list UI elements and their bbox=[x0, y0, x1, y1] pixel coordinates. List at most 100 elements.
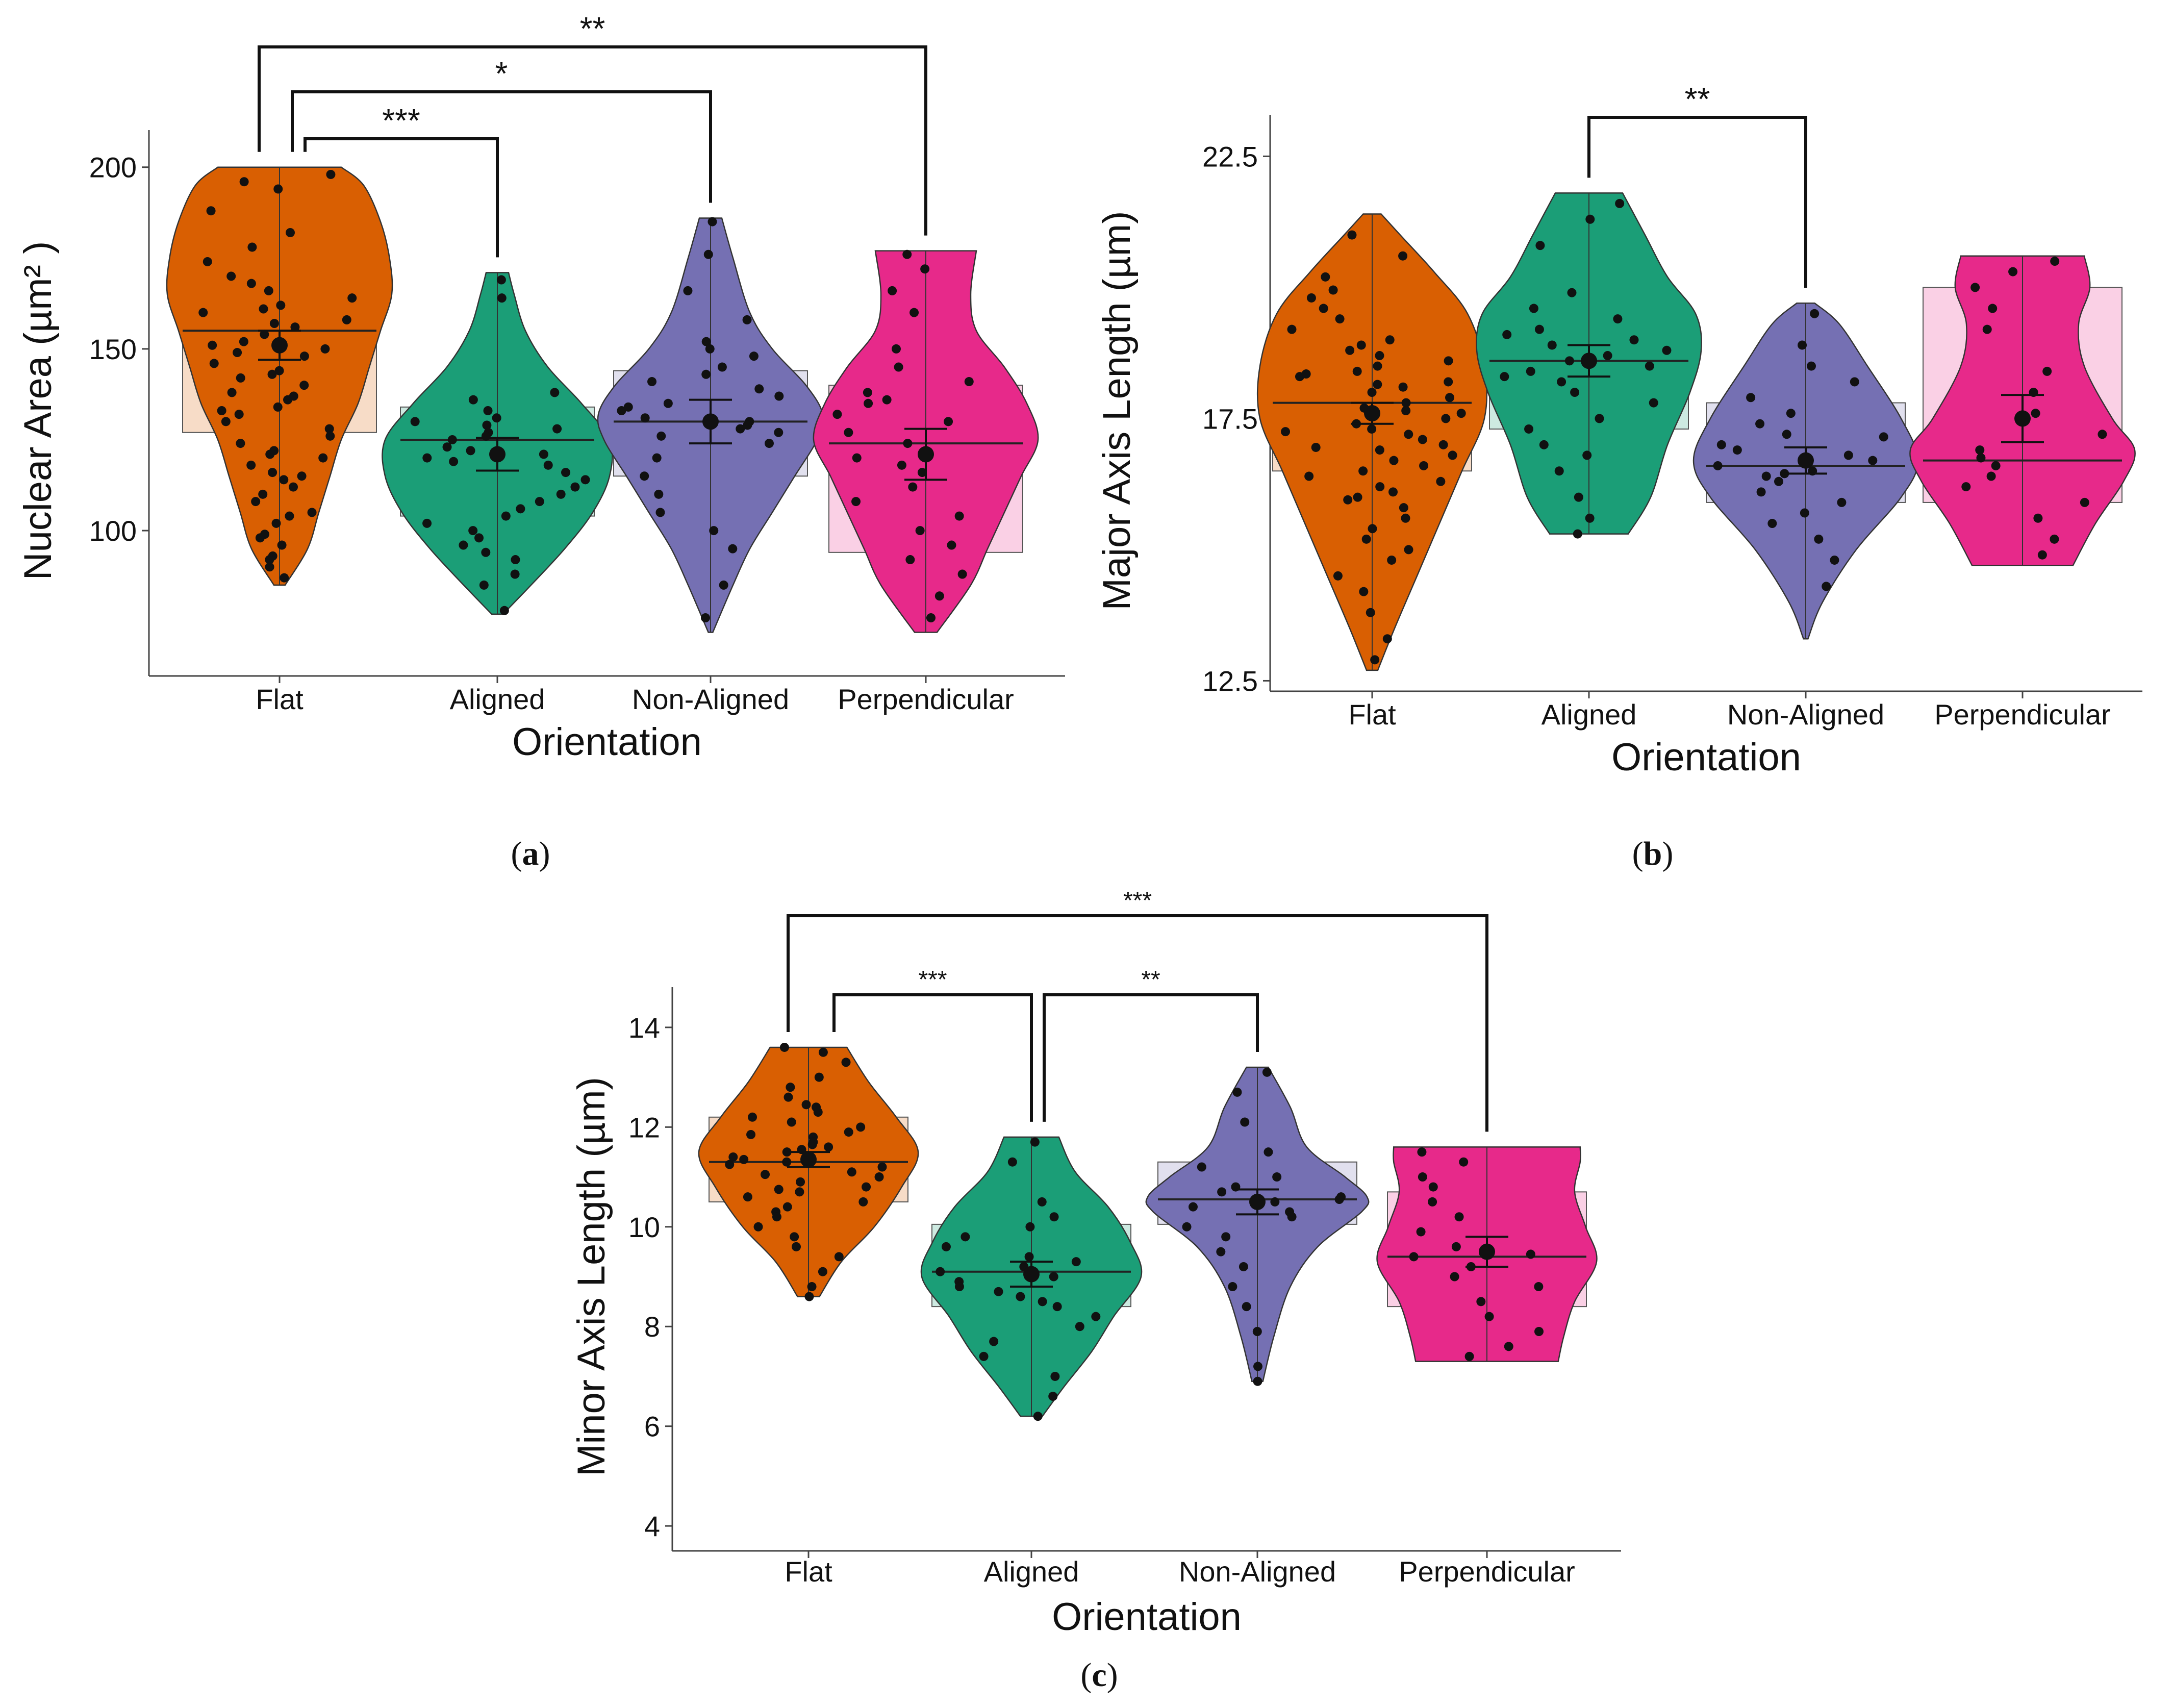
data-point bbox=[543, 460, 553, 470]
data-point bbox=[342, 315, 351, 324]
y-tick-label: 8 bbox=[644, 1311, 660, 1343]
data-point bbox=[753, 1222, 763, 1232]
data-point bbox=[208, 340, 217, 350]
mean-point bbox=[1479, 1243, 1495, 1260]
bracket-line bbox=[832, 993, 1033, 1122]
data-point bbox=[1345, 345, 1355, 355]
data-point bbox=[1287, 1212, 1297, 1222]
data-point bbox=[782, 1202, 792, 1212]
data-point bbox=[1774, 476, 1784, 486]
x-tick-label: Flat bbox=[256, 683, 304, 715]
data-point bbox=[947, 540, 956, 550]
data-point bbox=[1228, 1282, 1237, 1292]
data-point bbox=[1445, 393, 1454, 403]
data-point bbox=[818, 1267, 827, 1276]
data-point bbox=[1358, 466, 1368, 476]
data-point bbox=[265, 562, 274, 572]
data-point bbox=[807, 1140, 817, 1149]
data-point bbox=[772, 1212, 781, 1222]
data-point bbox=[1524, 424, 1534, 434]
x-axis-title: Orientation bbox=[1611, 736, 1801, 779]
data-point bbox=[782, 1147, 792, 1157]
mean-point bbox=[489, 446, 506, 463]
data-point bbox=[787, 1117, 796, 1127]
data-point bbox=[1976, 453, 1986, 463]
data-point bbox=[318, 453, 328, 463]
data-point bbox=[1662, 345, 1672, 355]
data-point bbox=[764, 439, 774, 448]
panel-label-open-paren: ( bbox=[1080, 1656, 1092, 1694]
data-point bbox=[326, 169, 336, 179]
data-point bbox=[774, 1185, 784, 1194]
data-point bbox=[449, 457, 459, 466]
data-point bbox=[552, 424, 562, 434]
data-point bbox=[813, 1108, 823, 1117]
data-point bbox=[936, 1267, 945, 1276]
data-point bbox=[1398, 382, 1408, 392]
data-point bbox=[934, 591, 944, 601]
data-point bbox=[1418, 1172, 1427, 1182]
data-point bbox=[784, 1092, 793, 1102]
data-point bbox=[926, 613, 936, 623]
data-point bbox=[274, 366, 284, 375]
data-point bbox=[1272, 1172, 1282, 1182]
data-point bbox=[1428, 1182, 1438, 1192]
data-point bbox=[905, 555, 915, 565]
data-point bbox=[1585, 214, 1595, 224]
data-point bbox=[844, 428, 853, 437]
data-point bbox=[265, 555, 274, 565]
x-tick-label: Perpendicular bbox=[1399, 1555, 1575, 1588]
mean-point bbox=[1581, 353, 1597, 369]
data-point bbox=[774, 391, 784, 401]
data-point bbox=[1025, 1222, 1035, 1232]
data-point bbox=[1454, 1212, 1464, 1222]
bracket-line bbox=[1587, 116, 1807, 288]
significance-stars: ** bbox=[1685, 81, 1710, 117]
data-point bbox=[206, 206, 216, 216]
data-point bbox=[903, 439, 913, 448]
data-point bbox=[1388, 487, 1398, 497]
data-point bbox=[1361, 534, 1371, 544]
data-point bbox=[1529, 304, 1538, 313]
data-point bbox=[1534, 1327, 1544, 1336]
data-point bbox=[2050, 257, 2060, 266]
data-point bbox=[324, 424, 334, 434]
data-point bbox=[1197, 1162, 1206, 1172]
data-point bbox=[852, 453, 862, 463]
data-point bbox=[683, 286, 693, 295]
data-point bbox=[285, 511, 294, 521]
panel-label: (b) bbox=[1632, 835, 1674, 872]
group-aligned bbox=[920, 1136, 1143, 1421]
data-point bbox=[276, 300, 286, 310]
data-point bbox=[273, 184, 283, 194]
data-point bbox=[290, 322, 300, 332]
y-tick-label: 6 bbox=[644, 1411, 660, 1443]
data-point bbox=[656, 431, 666, 441]
data-point bbox=[1375, 351, 1384, 361]
data-point bbox=[862, 1182, 871, 1192]
data-point bbox=[1216, 1247, 1226, 1257]
data-point bbox=[814, 1072, 824, 1082]
data-point bbox=[1961, 482, 1971, 492]
data-point bbox=[1404, 430, 1413, 439]
data-point bbox=[1319, 304, 1328, 313]
data-point bbox=[447, 435, 457, 444]
data-point bbox=[961, 1232, 970, 1242]
data-point bbox=[203, 257, 212, 266]
data-point bbox=[1451, 1242, 1461, 1251]
data-point bbox=[510, 569, 520, 579]
mean-point bbox=[1023, 1266, 1040, 1283]
data-point bbox=[1448, 450, 1457, 460]
data-point bbox=[663, 398, 673, 408]
data-point bbox=[307, 508, 317, 517]
data-point bbox=[251, 497, 261, 507]
data-point bbox=[957, 569, 967, 579]
y-tick-label: 17.5 bbox=[1202, 403, 1258, 435]
data-point bbox=[1416, 1227, 1426, 1237]
panel-label-close-paren: ) bbox=[539, 835, 550, 872]
data-point bbox=[1476, 1297, 1486, 1307]
data-point bbox=[824, 1142, 833, 1152]
data-point bbox=[1343, 495, 1353, 505]
data-point bbox=[742, 315, 752, 324]
data-point bbox=[1868, 456, 1878, 465]
